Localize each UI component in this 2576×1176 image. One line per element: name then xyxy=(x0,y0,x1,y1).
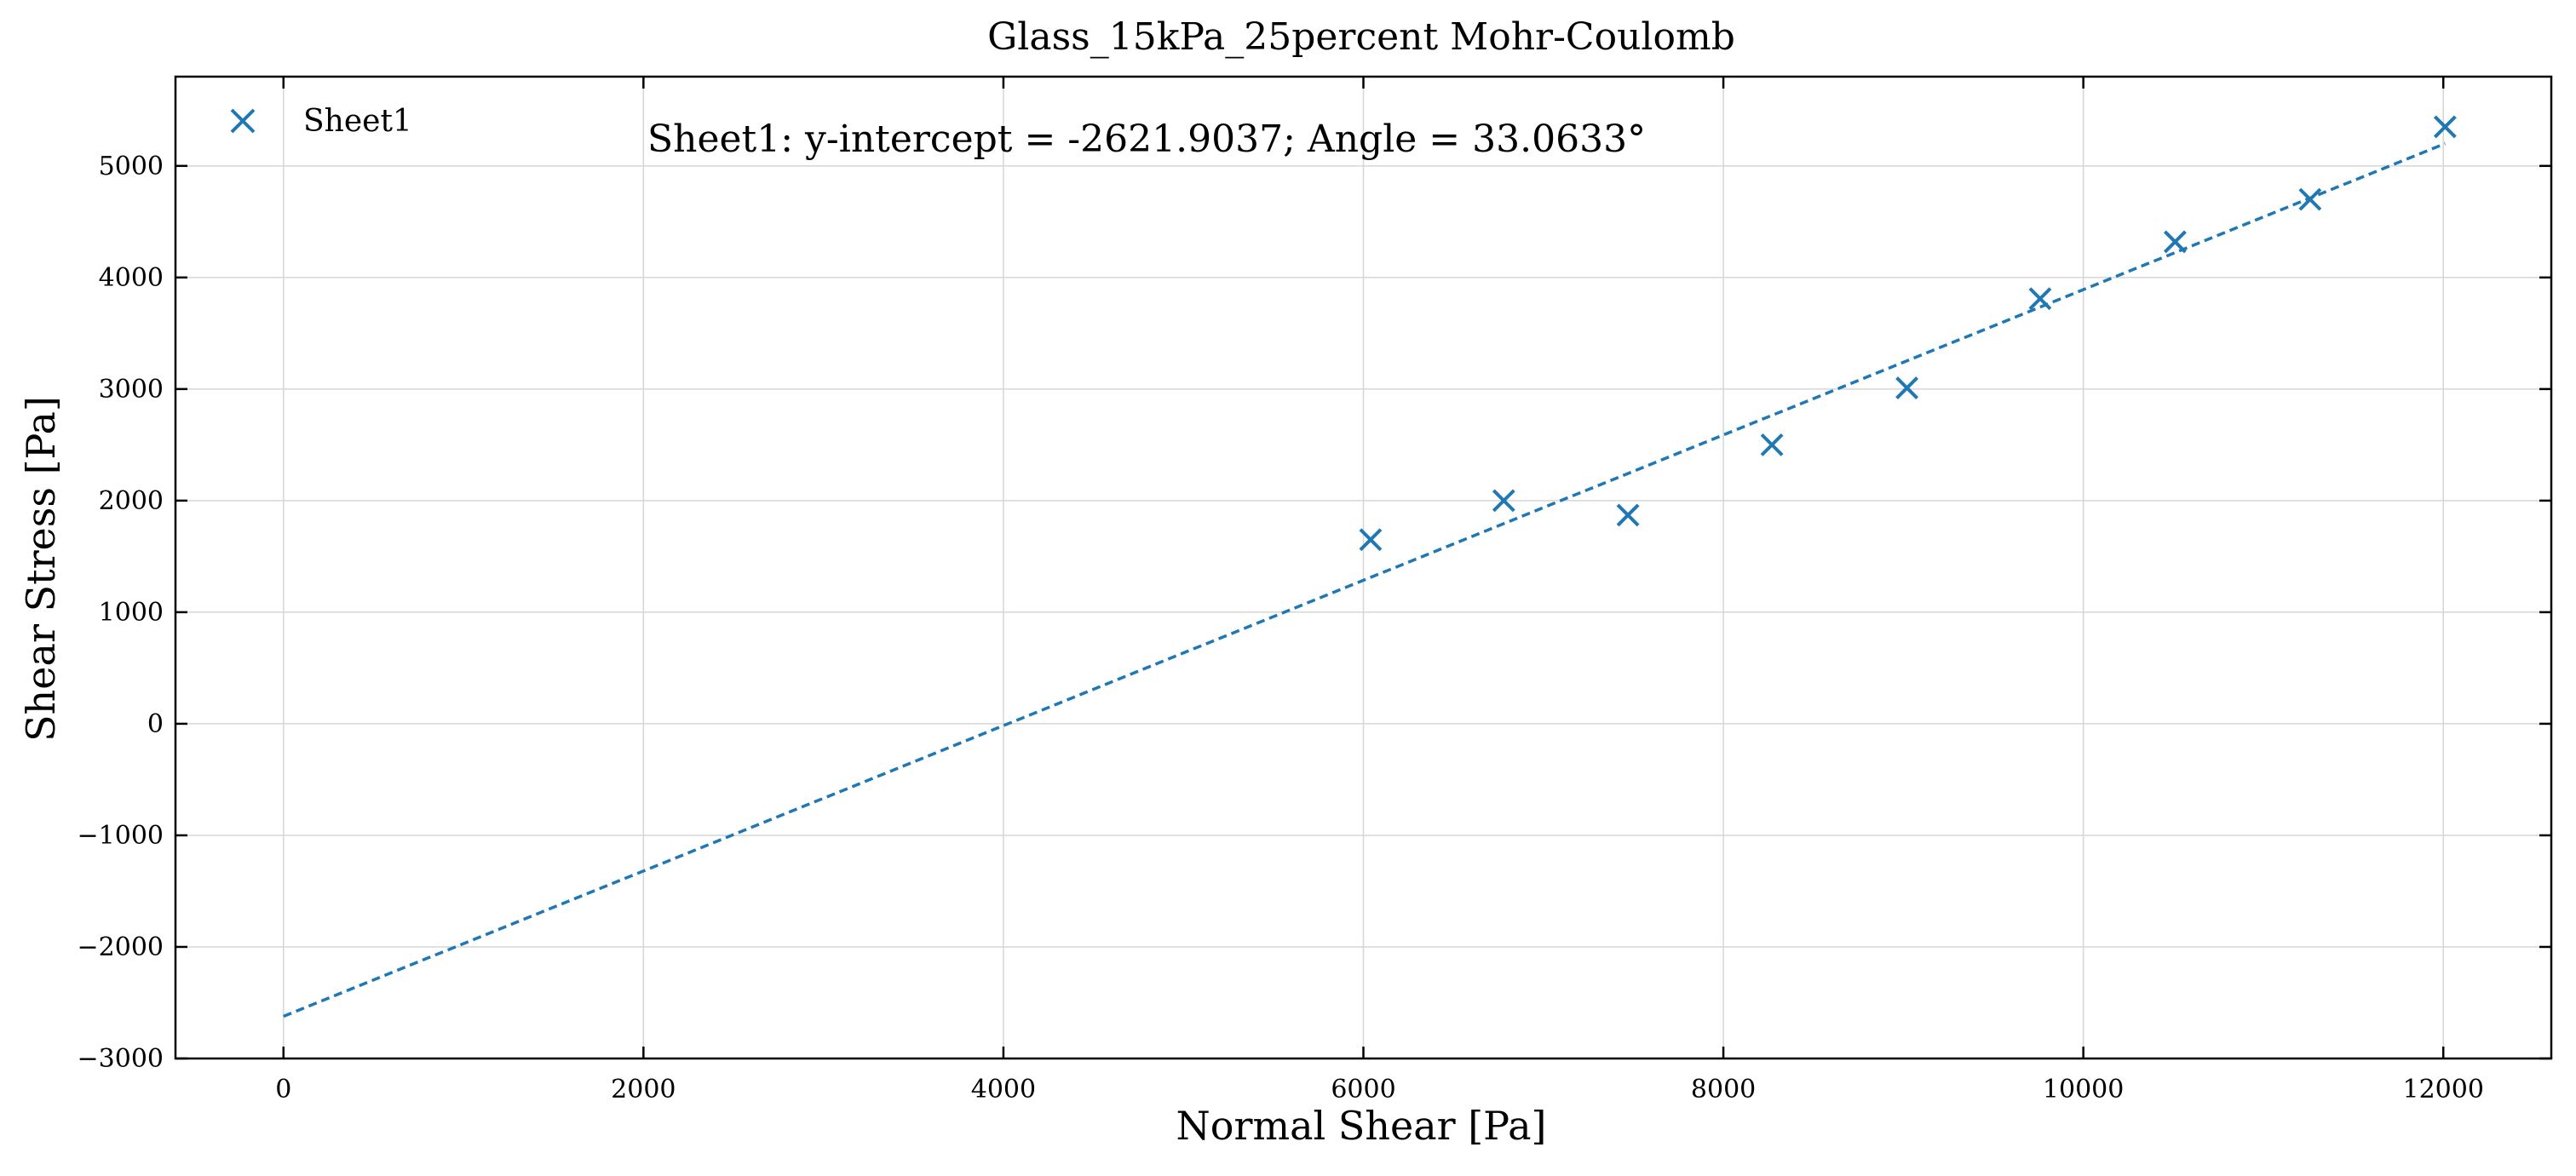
data-point-stroke xyxy=(2298,187,2322,211)
data-point-stroke xyxy=(2433,115,2457,139)
y-tick-label: −3000 xyxy=(78,1044,164,1074)
data-point xyxy=(1895,376,1919,399)
legend-label: Sheet1 xyxy=(303,104,412,139)
y-tick-label: 5000 xyxy=(99,152,164,181)
data-point-stroke xyxy=(1492,489,1515,513)
chart-title: Glass_15kPa_25percent Mohr-Coulomb xyxy=(987,15,1735,59)
data-point xyxy=(1616,503,1640,527)
data-point xyxy=(1492,489,1515,513)
x-axis-label: Normal Shear [Pa] xyxy=(1176,1103,1547,1149)
data-point xyxy=(2298,187,2322,211)
data-point-stroke xyxy=(1616,503,1640,527)
data-point xyxy=(2028,287,2052,311)
data-points xyxy=(1359,115,2457,552)
data-point xyxy=(1359,528,1383,552)
grid-lines xyxy=(175,77,2551,1059)
data-point-stroke xyxy=(2028,287,2052,311)
y-tick-label: 3000 xyxy=(99,375,164,404)
axis-ticks xyxy=(175,77,2551,1060)
data-point-stroke xyxy=(1895,376,1919,399)
data-point-stroke xyxy=(1359,528,1383,552)
x-tick-label: 2000 xyxy=(611,1075,676,1104)
x-tick-label: 6000 xyxy=(1331,1075,1395,1104)
data-point-stroke xyxy=(1760,433,1784,456)
legend-marker-x xyxy=(230,108,256,134)
fit-line-layer xyxy=(283,141,2446,1018)
x-tick-label: 0 xyxy=(275,1075,291,1104)
y-tick-label: 0 xyxy=(147,709,164,739)
x-tick-label: 12000 xyxy=(2403,1075,2484,1104)
x-tick-label: 4000 xyxy=(971,1075,1036,1104)
y-tick-label: 4000 xyxy=(99,263,164,293)
fit-line xyxy=(283,141,2446,1018)
fit-annotation: Sheet1: y-intercept = -2621.9037; Angle … xyxy=(647,118,1646,161)
x-tick-label: 10000 xyxy=(2043,1075,2124,1104)
data-point-stroke xyxy=(2163,230,2187,254)
y-tick-label: −2000 xyxy=(78,932,164,962)
data-point xyxy=(1760,433,1784,456)
data-point xyxy=(2163,230,2187,254)
y-tick-labels: −3000 −2000 −1000 0 1000 2000 3000 4000 5000 xyxy=(78,152,164,1074)
y-tick-label: −1000 xyxy=(78,821,164,851)
y-axis-label: Shear Stress [Pa] xyxy=(18,396,64,742)
y-tick-label: 2000 xyxy=(99,486,164,516)
x-tick-label: 8000 xyxy=(1691,1075,1756,1104)
legend: Sheet1 xyxy=(230,104,412,139)
x-tick-labels: 0 2000 4000 6000 8000 10000 12000 xyxy=(275,1075,2484,1104)
data-point xyxy=(2433,115,2457,139)
y-tick-label: 1000 xyxy=(99,598,164,628)
